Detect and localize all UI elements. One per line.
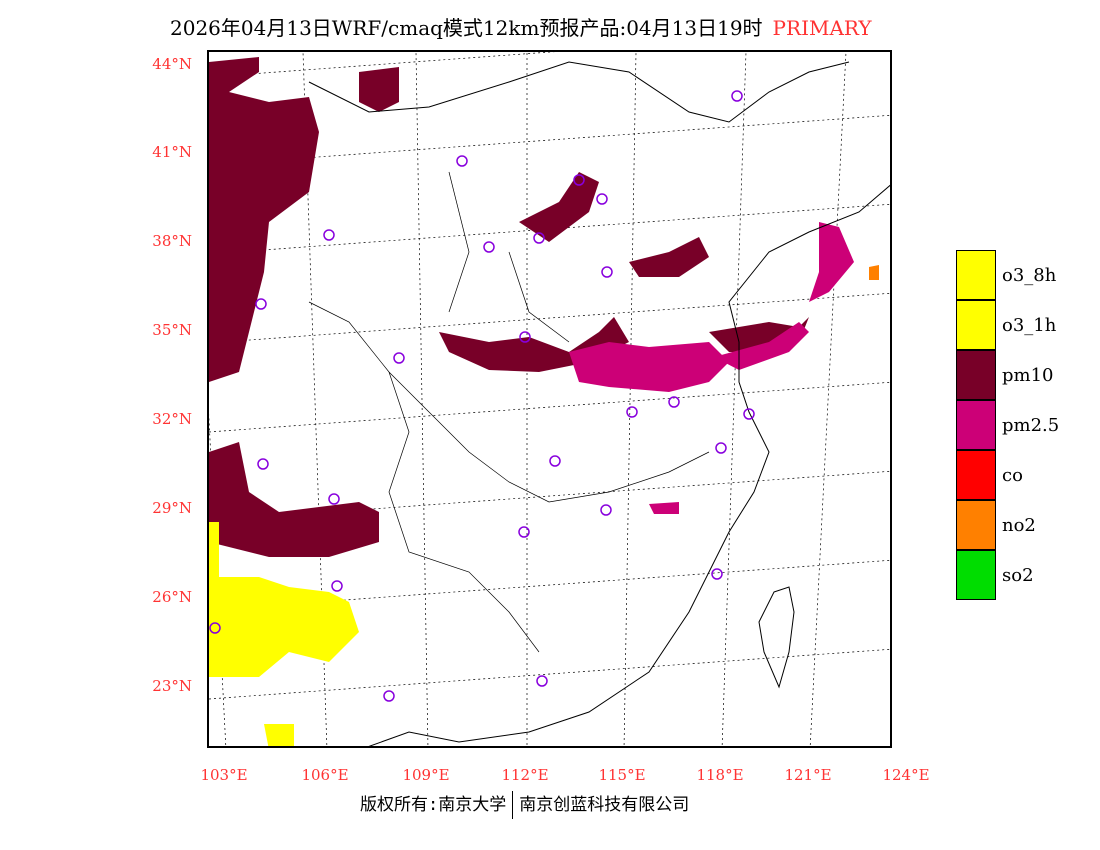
o3-area	[209, 522, 359, 677]
lon-label: 112°E	[501, 766, 549, 784]
legend-label: so2	[1002, 564, 1034, 586]
lat-label: 44°N	[152, 55, 192, 73]
legend: o3_8h o3_1h pm10 pm2.5 co no2 so2	[956, 250, 1059, 600]
city-station-marker	[731, 90, 743, 102]
legend-label: pm10	[1002, 364, 1054, 386]
lat-label: 29°N	[152, 499, 192, 517]
legend-item: o3_1h	[956, 300, 1059, 350]
legend-item: co	[956, 450, 1059, 500]
city-station-marker	[209, 622, 221, 634]
lon-label: 124°E	[882, 766, 930, 784]
legend-item: no2	[956, 500, 1059, 550]
legend-swatch	[956, 250, 996, 300]
city-station-marker	[483, 241, 495, 253]
legend-label: o3_1h	[1002, 314, 1057, 336]
longitude-gridline	[809, 52, 847, 746]
lon-label: 103°E	[200, 766, 248, 784]
copyright-footer: 版权所有:南京大学 南京创蓝科技有限公司	[360, 790, 689, 819]
city-station-marker	[257, 458, 269, 470]
legend-label: co	[1002, 464, 1023, 486]
city-station-marker	[711, 568, 723, 580]
taiwan-outline	[758, 586, 795, 689]
pm25-area	[809, 222, 854, 302]
pm25-area	[714, 322, 809, 370]
legend-swatch	[956, 350, 996, 400]
copyright-right: 南京创蓝科技有限公司	[519, 795, 690, 815]
legend-item: so2	[956, 550, 1059, 600]
o3-area	[264, 724, 294, 746]
city-station-marker	[456, 155, 468, 167]
longitude-gridline	[721, 52, 747, 746]
city-station-marker	[596, 193, 608, 205]
pm10-area	[359, 67, 399, 112]
pm10-area	[629, 237, 709, 277]
legend-item: o3_8h	[956, 250, 1059, 300]
pollution-map	[207, 50, 892, 748]
lon-label: 115°E	[598, 766, 646, 784]
copyright-left: 版权所有:南京大学	[360, 795, 507, 815]
legend-swatch	[956, 500, 996, 550]
legend-label: pm2.5	[1002, 414, 1060, 436]
province-borders	[308, 171, 710, 653]
legend-swatch	[956, 450, 996, 500]
legend-swatch	[956, 300, 996, 350]
city-station-marker	[668, 396, 680, 408]
no2-area	[869, 265, 879, 280]
legend-swatch	[956, 400, 996, 450]
lon-label: 106°E	[301, 766, 349, 784]
city-station-marker	[549, 455, 561, 467]
lon-label: 118°E	[696, 766, 744, 784]
lat-label: 32°N	[152, 410, 192, 428]
pm25-area	[649, 502, 679, 514]
pm10-area	[519, 172, 599, 242]
lat-label: 26°N	[152, 588, 192, 606]
city-station-marker	[536, 675, 548, 687]
city-station-marker	[328, 493, 340, 505]
legend-swatch	[956, 550, 996, 600]
pm25-area	[569, 342, 729, 392]
national-border	[308, 61, 850, 123]
lat-label: 41°N	[152, 143, 192, 161]
latitude-gridline	[209, 381, 890, 433]
city-station-marker	[601, 266, 613, 278]
city-station-marker	[743, 408, 755, 420]
city-station-marker	[519, 331, 531, 343]
map-canvas	[209, 52, 890, 746]
pm10-area	[209, 57, 319, 382]
city-station-marker	[393, 352, 405, 364]
legend-item: pm10	[956, 350, 1059, 400]
coastline	[368, 184, 890, 746]
city-station-marker	[626, 406, 638, 418]
city-station-marker	[518, 526, 530, 538]
city-station-marker	[715, 442, 727, 454]
lat-label: 38°N	[152, 232, 192, 250]
longitude-gridline	[623, 52, 637, 746]
city-station-marker	[331, 580, 343, 592]
longitude-gridline	[415, 52, 429, 746]
map-title: 2026年04月13日WRF/cmaq模式12km预报产品:04月13日19时 P…	[170, 12, 872, 41]
lat-label: 23°N	[152, 677, 192, 695]
lat-label: 35°N	[152, 321, 192, 339]
city-station-marker	[600, 504, 612, 516]
title-text: 2026年04月13日WRF/cmaq模式12km预报产品:04月13日19时	[170, 16, 763, 40]
lon-label: 121°E	[784, 766, 832, 784]
city-station-marker	[255, 298, 267, 310]
lon-label: 109°E	[402, 766, 450, 784]
city-station-marker	[573, 174, 585, 186]
legend-item: pm2.5	[956, 400, 1059, 450]
divider	[512, 791, 514, 819]
legend-label: o3_8h	[1002, 264, 1057, 286]
city-station-marker	[383, 690, 395, 702]
city-station-marker	[323, 229, 335, 241]
product-label: PRIMARY	[772, 16, 872, 40]
city-station-marker	[533, 232, 545, 244]
pm10-area	[209, 442, 379, 557]
latitude-gridline	[209, 52, 556, 78]
legend-label: no2	[1002, 514, 1036, 536]
